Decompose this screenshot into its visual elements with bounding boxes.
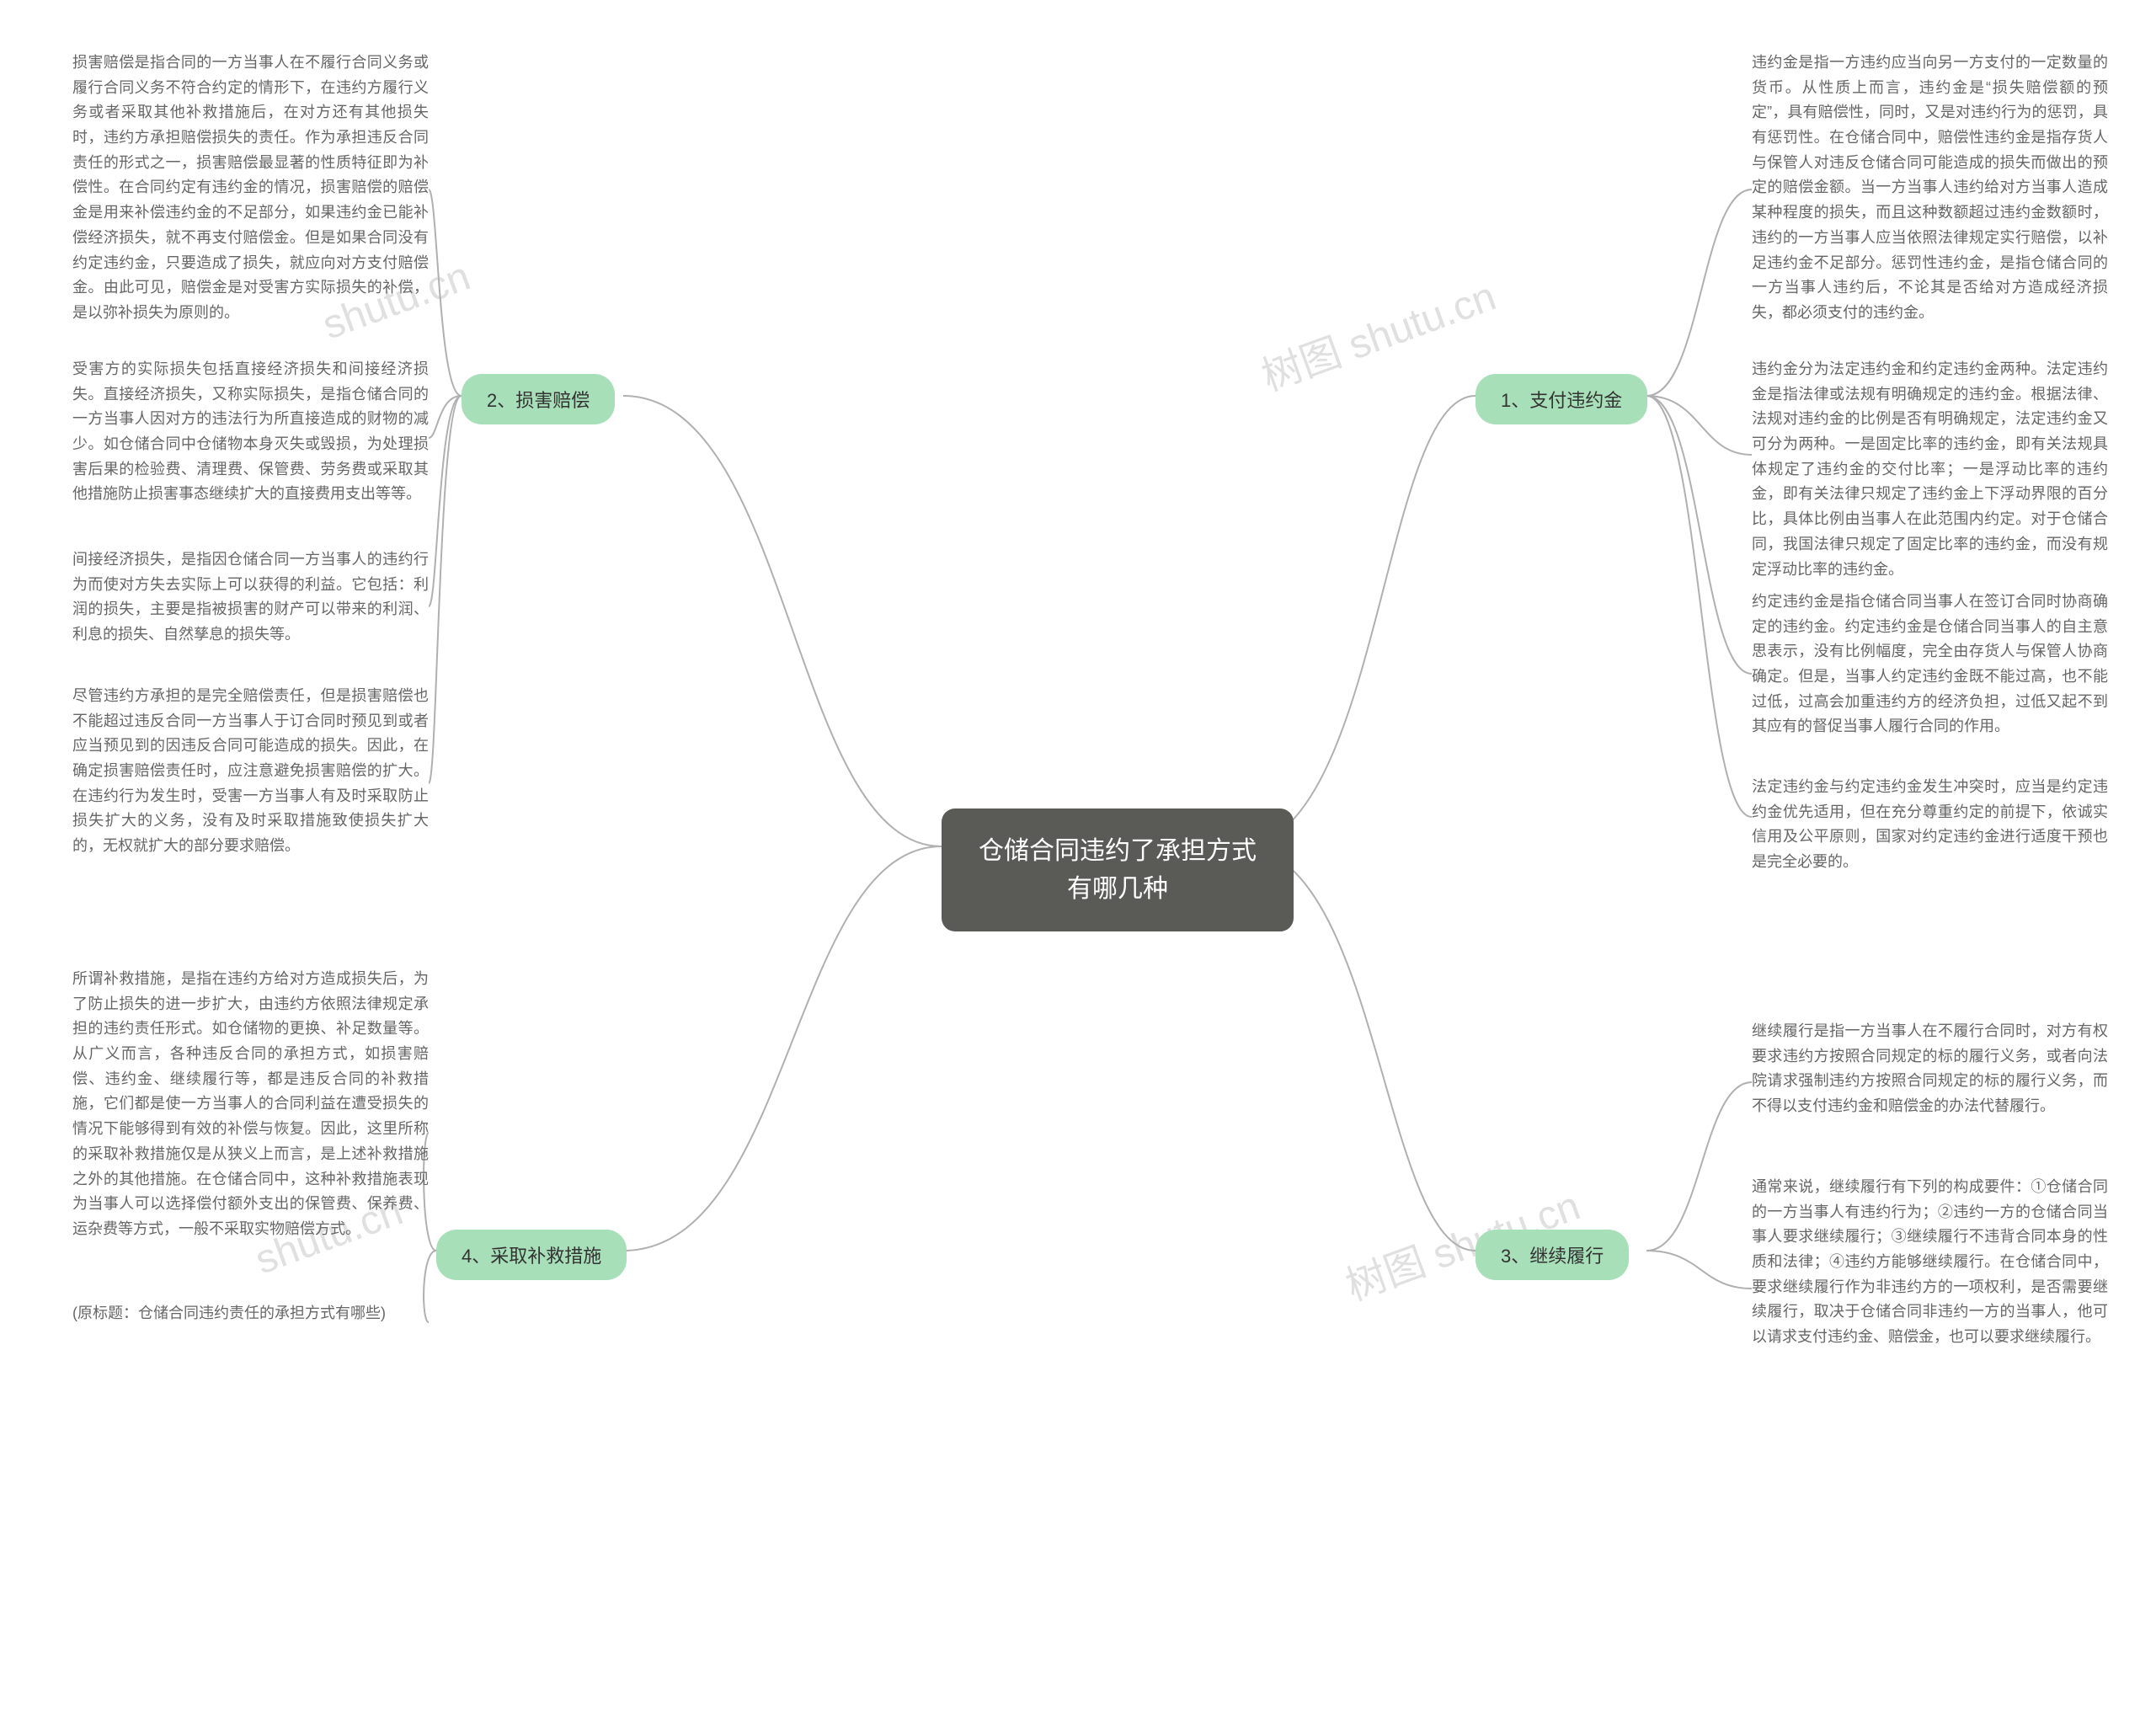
leaf-text: 所谓补救措施，是指在违约方给对方造成损失后，为了防止损失的进一步扩大，由违约方依… <box>72 967 429 1242</box>
leaf-text: (原标题：仓储合同违约责任的承担方式有哪些) <box>72 1301 429 1326</box>
leaf-text: 约定违约金是指仓储合同当事人在签订合同时协商确定的违约金。约定违约金是仓储合同当… <box>1752 590 2108 739</box>
branch-node-continue: 3、继续履行 <box>1476 1230 1629 1280</box>
leaf-text: 通常来说，继续履行有下列的构成要件：①仓储合同的一方当事人有违约行为；②违约一方… <box>1752 1175 2108 1350</box>
branch-node-damages: 2、损害赔偿 <box>462 374 615 424</box>
leaf-text: 法定违约金与约定违约金发生冲突时，应当是约定违约金优先适用，但在充分尊重约定的前… <box>1752 775 2108 875</box>
leaf-text: 受害方的实际损失包括直接经济损失和间接经济损失。直接经济损失，又称实际损失，是指… <box>72 357 429 507</box>
branch-node-remedy: 4、采取补救措施 <box>436 1230 627 1280</box>
leaf-text: 间接经济损失，是指因仓储合同一方当事人的违约行为而使对方失去实际上可以获得的利益… <box>72 547 429 648</box>
branch-node-penalty: 1、支付违约金 <box>1476 374 1647 424</box>
leaf-text: 继续履行是指一方当事人在不履行合同时，对方有权要求违约方按照合同规定的标的履行义… <box>1752 1019 2108 1119</box>
leaf-text: 违约金分为法定违约金和约定违约金两种。法定违约金是指法律或法规有明确规定的违约金… <box>1752 357 2108 582</box>
center-node: 仓储合同违约了承担方式有哪几种 <box>942 808 1294 931</box>
leaf-text: 尽管违约方承担的是完全赔偿责任，但是损害赔偿也不能超过违反合同一方当事人于订合同… <box>72 684 429 859</box>
leaf-text: 违约金是指一方违约应当向另一方支付的一定数量的货币。从性质上而言，违约金是“损失… <box>1752 51 2108 326</box>
watermark: 树图 shutu.cn <box>1252 263 1502 402</box>
leaf-text: 损害赔偿是指合同的一方当事人在不履行合同义务或履行合同义务不符合约定的情形下，在… <box>72 51 429 326</box>
